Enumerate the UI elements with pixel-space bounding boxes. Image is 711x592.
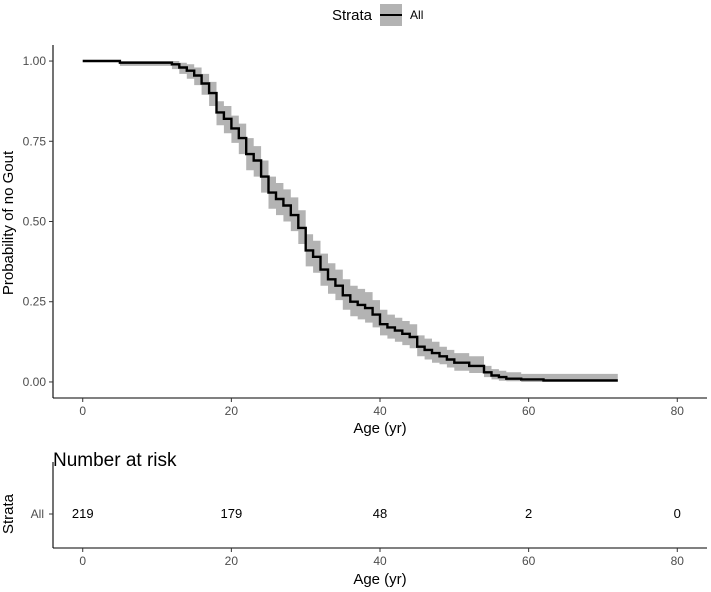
confidence-band	[82, 61, 618, 382]
risk-x-tick-label: 40	[373, 554, 387, 568]
risk-table: 219 179 48 2 0 0 20 40 60 80 All Age (yr) Strata	[0, 462, 707, 588]
y-tick-label: 1.00	[23, 54, 47, 68]
main-axes	[49, 45, 707, 402]
risk-value: 179	[221, 506, 243, 521]
risk-y-axis-title: Strata	[0, 493, 17, 534]
risk-axes	[49, 462, 707, 552]
main-tick-labels: 0 20 40 60 80 0.00 0.25 0.50 0.75 1.00	[23, 54, 685, 418]
legend: Strata All	[332, 4, 423, 26]
x-tick-label: 20	[225, 404, 239, 418]
risk-tick-labels: 0 20 40 60 80	[79, 554, 684, 568]
risk-x-tick-label: 20	[225, 554, 239, 568]
x-tick-label: 0	[79, 404, 86, 418]
y-tick-label: 0.75	[23, 134, 47, 148]
y-tick-label: 0.25	[23, 295, 47, 309]
risk-value: 48	[373, 506, 387, 521]
risk-x-tick-label: 0	[79, 554, 86, 568]
confidence-band-area	[82, 61, 618, 382]
risk-value: 2	[525, 506, 532, 521]
legend-key	[380, 4, 403, 26]
y-tick-label: 0.50	[23, 215, 47, 229]
legend-title: Strata	[332, 6, 373, 24]
y-tick-label: 0.00	[23, 375, 47, 389]
survival-chart: 0 20 40 60 80 0.00 0.25 0.50 0.75 1.00 Age (yr) P…	[0, 45, 707, 437]
legend-label: All	[410, 8, 424, 22]
x-axis-title: Age (yr)	[353, 420, 406, 437]
risk-x-tick-label: 60	[522, 554, 536, 568]
risk-table-title: Number at risk	[53, 450, 177, 471]
x-tick-label: 60	[522, 404, 536, 418]
risk-value: 0	[674, 506, 681, 521]
risk-x-tick-label: 80	[671, 554, 685, 568]
x-tick-label: 40	[373, 404, 387, 418]
survival-step-line	[82, 59, 618, 382]
risk-row-label: All	[31, 507, 44, 521]
y-axis-title: Probability of no Gout	[0, 150, 17, 295]
risk-x-axis-title: Age (yr)	[353, 571, 406, 588]
x-tick-label: 80	[671, 404, 685, 418]
survival-curve	[82, 59, 618, 382]
risk-values: 219 179 48 2 0	[72, 506, 681, 521]
risk-value: 219	[72, 506, 94, 521]
